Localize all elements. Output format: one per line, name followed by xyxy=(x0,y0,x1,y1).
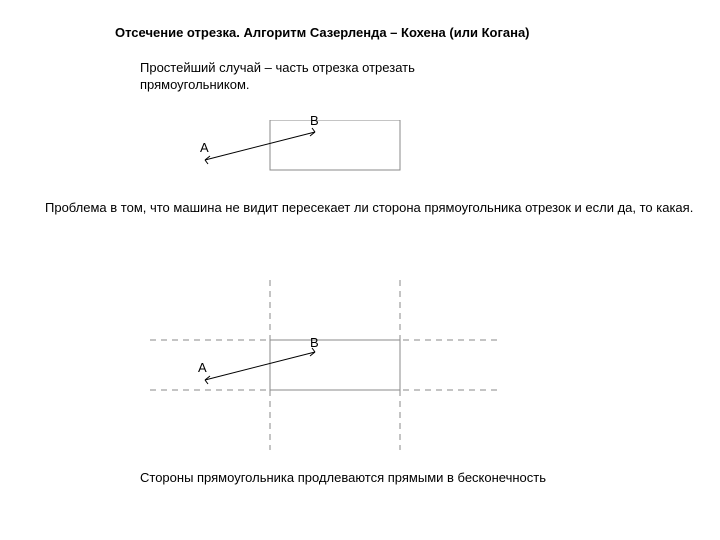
extension-text: Стороны прямоугольника продлеваются прям… xyxy=(140,470,640,487)
page-title: Отсечение отрезка. Алгоритм Сазерленда –… xyxy=(115,25,530,40)
figure-1 xyxy=(200,120,420,190)
clip-rect-2 xyxy=(270,340,400,390)
arrow-a-2 xyxy=(205,376,210,384)
label-b-2: B xyxy=(310,335,319,350)
problem-text: Проблема в том, что машина не видит пере… xyxy=(45,200,695,217)
segment-ab xyxy=(205,132,315,160)
intro-text: Простейший случай – часть отрезка отреза… xyxy=(140,60,460,94)
arrow-b xyxy=(310,128,315,136)
label-a-2: A xyxy=(198,360,207,375)
arrow-a xyxy=(205,156,210,164)
label-a-1: A xyxy=(200,140,209,155)
label-b-1: B xyxy=(310,113,319,128)
clip-rect xyxy=(270,120,400,170)
